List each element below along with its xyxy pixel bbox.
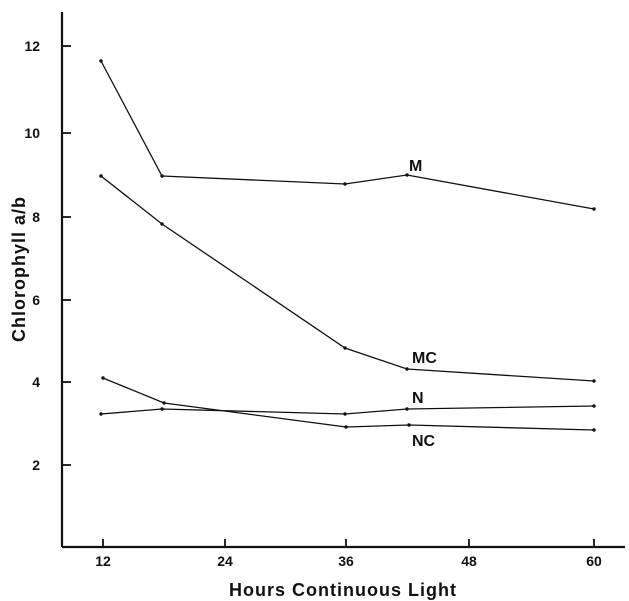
x-tick-label-36: 36 — [338, 553, 354, 569]
series-point-m-42 — [405, 173, 409, 177]
series-point-n-36 — [343, 412, 347, 416]
x-tick-12: 12 — [95, 539, 111, 569]
y-tick-10: 10 — [24, 125, 71, 141]
y-ticks: 2 4 6 8 10 12 — [24, 38, 71, 473]
series-n: N — [99, 390, 596, 416]
x-tick-48: 48 — [461, 539, 477, 569]
series-line-n — [100, 405, 595, 415]
y-tick-label-2: 2 — [32, 457, 40, 473]
series-line-mc — [100, 175, 595, 382]
x-tick-36: 36 — [338, 539, 354, 569]
x-tick-label-24: 24 — [217, 553, 233, 569]
series-point-mc-18 — [160, 222, 164, 226]
y-tick-label-6: 6 — [32, 292, 40, 308]
series-point-mc-36 — [343, 346, 347, 350]
series-label-m: M — [409, 158, 422, 175]
series-point-n-12 — [99, 412, 103, 416]
series-point-mc-12 — [99, 174, 103, 178]
series-line-m — [100, 60, 595, 210]
x-tick-label-12: 12 — [95, 553, 111, 569]
series-mc: MC — [99, 174, 596, 383]
series-nc: NC — [101, 376, 596, 450]
series-label-mc: MC — [412, 350, 437, 367]
x-tick-label-48: 48 — [461, 553, 477, 569]
series-point-nc-36 — [344, 425, 348, 429]
y-tick-8: 8 — [32, 209, 71, 225]
x-ticks: 12 24 36 48 60 — [95, 539, 602, 569]
series-label-n: N — [412, 390, 424, 407]
series-point-n-60 — [592, 404, 596, 408]
y-tick-12: 12 — [24, 38, 71, 54]
series-m: M — [99, 59, 596, 211]
series-point-m-36 — [343, 182, 347, 186]
y-tick-6: 6 — [32, 292, 71, 308]
y-axis-title: Chlorophyll a/b — [9, 196, 29, 342]
y-tick-2: 2 — [32, 457, 71, 473]
series-point-mc-60 — [592, 379, 596, 383]
series-point-nc-12 — [101, 376, 105, 380]
series-point-n-18 — [160, 407, 164, 411]
series-label-nc: NC — [412, 433, 436, 450]
series-point-nc-42 — [407, 423, 411, 427]
series-point-nc-60 — [592, 428, 596, 432]
x-tick-label-60: 60 — [586, 553, 602, 569]
y-tick-label-10: 10 — [24, 125, 40, 141]
series-point-mc-42 — [405, 367, 409, 371]
series-line-nc — [102, 377, 595, 431]
x-axis-title: Hours Continuous Light — [229, 580, 457, 600]
series-point-m-18 — [160, 174, 164, 178]
series-point-nc-18 — [162, 401, 166, 405]
x-tick-24: 24 — [217, 539, 233, 569]
y-tick-label-4: 4 — [32, 374, 40, 390]
y-tick-label-8: 8 — [32, 209, 40, 225]
y-tick-4: 4 — [32, 374, 71, 390]
series-point-n-42 — [405, 407, 409, 411]
series-point-m-60 — [592, 207, 596, 211]
y-tick-label-12: 12 — [24, 38, 40, 54]
series-point-m-12 — [99, 59, 103, 63]
x-tick-60: 60 — [586, 539, 602, 569]
